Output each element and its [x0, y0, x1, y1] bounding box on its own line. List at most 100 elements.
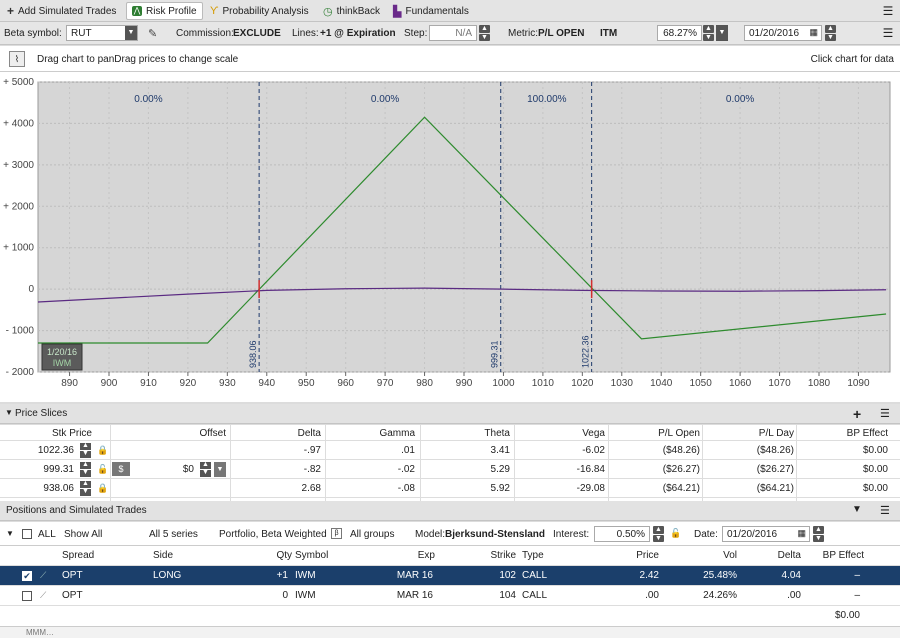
x-tick-label: 910: [140, 378, 157, 389]
lock-icon[interactable]: 🔓: [670, 528, 682, 538]
date-stepper[interactable]: ▲ ▼: [825, 25, 836, 41]
filter-icon[interactable]: ▼: [852, 504, 862, 515]
type-value[interactable]: CALL: [522, 570, 548, 581]
step-stepper[interactable]: ▲ ▼: [479, 25, 490, 41]
lock-icon[interactable]: 🔒: [97, 445, 109, 455]
type-value[interactable]: CALL: [522, 590, 548, 601]
date-field[interactable]: 01/20/2016 ▦: [744, 25, 822, 41]
bp-effect-value: $0.00: [862, 445, 888, 456]
price-slice-row[interactable]: 999.31 ▲ ▼ 🔓 $ $0 ▲ ▼ ▼ -.82 -.02 5.29 -16…: [0, 460, 900, 479]
tab-add-simulated-trades[interactable]: + Add Simulated Trades: [2, 2, 121, 20]
portfolio-filter[interactable]: Portfolio, Beta Weighted: [219, 529, 327, 540]
delta-value: 4.04: [781, 570, 801, 581]
stk-price-stepper[interactable]: ▲ ▼: [80, 480, 91, 496]
column-header: Stk Price: [51, 428, 92, 439]
price-slice-row[interactable]: 938.06 ▲ ▼ 🔒 2.68 -.08 5.92 -29.08 ($64.2…: [0, 479, 900, 498]
menu-icon[interactable]: ☰: [880, 505, 890, 517]
dollar-icon[interactable]: $: [112, 462, 130, 476]
groups-filter[interactable]: All groups: [350, 529, 395, 540]
lock-icon[interactable]: 🔒: [97, 483, 109, 493]
itm-label[interactable]: ITM: [600, 28, 618, 39]
tab-fundamentals[interactable]: ▙ Fundamentals: [388, 2, 474, 20]
itm-field[interactable]: 68.27%: [657, 25, 702, 41]
x-tick-label: 1010: [532, 378, 555, 389]
menu-icon[interactable]: ☰: [880, 408, 890, 420]
position-checkbox[interactable]: [22, 591, 32, 601]
qty-value[interactable]: +1: [276, 570, 288, 581]
price-slices-table: Stk Price Offset Delta Gamma Theta Vega …: [0, 425, 900, 501]
x-tick-label: 1050: [690, 378, 713, 389]
chart-style-icon[interactable]: ⌇: [9, 51, 25, 67]
chevron-down-icon[interactable]: ▼: [6, 529, 14, 538]
delta-value: -.82: [303, 464, 321, 475]
itm-stepper[interactable]: ▲ ▼: [703, 25, 714, 41]
position-date-field[interactable]: 01/20/2016 ▦: [722, 526, 810, 542]
step-label: Step:: [404, 28, 428, 39]
beta-symbol-field[interactable]: RUT ▼: [66, 25, 138, 41]
model-value[interactable]: Bjerksund-Stensland: [445, 529, 546, 540]
stk-price[interactable]: 1022.36: [37, 445, 74, 456]
position-checkbox[interactable]: ✔: [22, 571, 32, 581]
positions-filter-bar: ▼ ALL Show All All 5 series Portfolio, B…: [0, 522, 900, 546]
stk-price[interactable]: 999.31: [43, 464, 74, 475]
risk-profile-chart[interactable]: + 5000 + 4000 + 3000 + 2000 + 1000 0 - 1000 - 2…: [0, 72, 900, 402]
strike-value[interactable]: 104: [499, 590, 516, 601]
qty-value[interactable]: 0: [282, 590, 288, 601]
vega-value: -16.84: [576, 464, 605, 475]
column-header: BP Effect: [846, 428, 888, 439]
stk-price-stepper[interactable]: ▲ ▼: [80, 461, 91, 477]
position-row[interactable]: ✔ ⟋ OPT LONG +1 IWM MAR 16 102 CALL 2.42…: [0, 566, 900, 586]
commission-value[interactable]: EXCLUDE: [233, 28, 281, 39]
lines-value[interactable]: +1 @ Expiration: [320, 28, 396, 39]
tab-label: Probability Analysis: [222, 5, 309, 17]
tab-risk-profile[interactable]: ⋀ Risk Profile: [126, 2, 203, 20]
exp-value[interactable]: MAR 16: [396, 590, 433, 601]
x-tick-label: 1090: [847, 378, 870, 389]
column-header: P/L Day: [758, 428, 794, 439]
tab-thinkback[interactable]: ◷ thinkBack: [318, 2, 385, 20]
offset-stepper[interactable]: ▲ ▼: [200, 461, 211, 477]
chart-svg[interactable]: + 5000 + 4000 + 3000 + 2000 + 1000 0 - 1000 - 2…: [0, 72, 900, 402]
add-icon[interactable]: +: [853, 406, 862, 422]
menu-icon[interactable]: ☰: [882, 26, 894, 40]
stk-price[interactable]: 938.06: [43, 483, 74, 494]
interest-label: Interest:: [553, 529, 590, 540]
calendar-icon[interactable]: ▦: [809, 27, 818, 37]
vol-value: 24.26%: [703, 590, 737, 601]
pl-open-value: ($26.27): [662, 464, 700, 475]
probability-label: 0.00%: [726, 94, 754, 105]
chevron-down-icon[interactable]: ▼: [716, 25, 728, 41]
x-tick-label: 1080: [808, 378, 831, 389]
strike-value[interactable]: 102: [499, 570, 516, 581]
total-bp-effect: $0.00: [834, 610, 860, 621]
menu-icon[interactable]: ☰: [882, 4, 894, 18]
series-filter[interactable]: All 5 series: [149, 529, 198, 540]
price-value: .00: [645, 590, 659, 601]
step-field[interactable]: N/A: [429, 25, 477, 41]
select-all-checkbox[interactable]: [22, 529, 32, 539]
price-slices-header-row: Stk Price Offset Delta Gamma Theta Vega …: [0, 425, 900, 441]
interest-field[interactable]: 0.50%: [594, 526, 650, 542]
column-header: Gamma: [379, 428, 415, 439]
unlock-icon[interactable]: 🔓: [97, 464, 109, 474]
commission-label: Commission:: [176, 28, 234, 39]
beta-symbol-label: Beta symbol:: [4, 28, 62, 39]
beta-icon[interactable]: β: [331, 528, 342, 539]
price-slice-row[interactable]: 1022.36 ▲ ▼ 🔒 -.97 .01 3.41 -6.02 ($48.26…: [0, 441, 900, 460]
pl-open-value: ($48.26): [662, 445, 700, 456]
metric-value[interactable]: P/L OPEN: [538, 28, 585, 39]
show-filter[interactable]: Show All: [64, 529, 103, 540]
offset-value[interactable]: $0: [182, 464, 194, 475]
chevron-down-icon[interactable]: ▼: [214, 462, 226, 477]
exp-value[interactable]: MAR 16: [396, 570, 433, 581]
interest-stepper[interactable]: ▲ ▼: [653, 526, 664, 542]
tab-probability-analysis[interactable]: Ƴ Probability Analysis: [205, 2, 314, 20]
position-date-stepper[interactable]: ▲ ▼: [813, 526, 824, 542]
stk-price-stepper[interactable]: ▲ ▼: [80, 442, 91, 458]
next-group-row[interactable]: MMM…: [0, 626, 900, 638]
link-icon[interactable]: ✎: [148, 28, 158, 40]
chevron-down-icon[interactable]: ▼: [5, 408, 13, 417]
position-row[interactable]: ⟋ OPT 0 IWM MAR 16 104 CALL .00 24.26% .…: [0, 586, 900, 606]
breakeven-label: 938.06: [248, 340, 258, 368]
calendar-icon[interactable]: ▦: [797, 528, 806, 538]
